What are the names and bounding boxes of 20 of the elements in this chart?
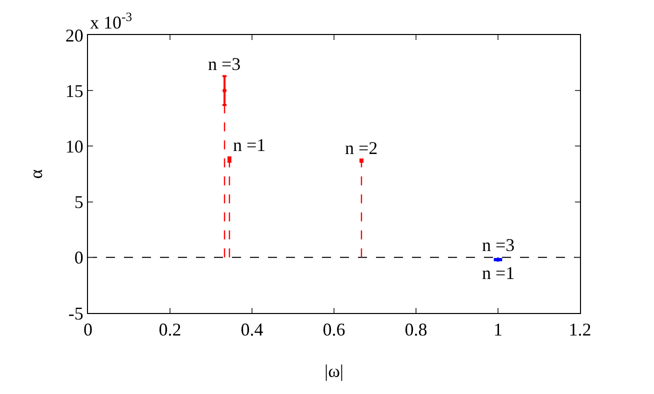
y-axis-title: α [26,168,46,179]
x-tick-label: 0.8 [404,320,428,340]
annotation: n =3 [208,54,241,74]
y-tick-label: 0 [74,248,84,268]
x-tick-label: 0.2 [158,320,182,340]
y-tick-label: 20 [65,25,84,46]
x-tick-label: 0.6 [322,320,346,340]
annotation: n =1 [233,135,266,155]
annotation: n =2 [345,138,378,158]
annotation: n =3 [482,235,515,255]
x-tick-label: 1 [494,320,502,340]
y-tick-label: 5 [74,192,84,212]
y-tick-label: 10 [65,136,84,156]
x-tick-label: 0.4 [240,320,264,340]
x-tick-label: 1.2 [568,320,592,340]
text: x 10$^{-3}$ [90,10,132,33]
x-axis-title: |ω| [324,361,344,381]
y-tick-label: -5 [68,303,84,324]
y-tick-label: 15 [65,80,84,101]
annotation: n =1 [482,263,515,283]
